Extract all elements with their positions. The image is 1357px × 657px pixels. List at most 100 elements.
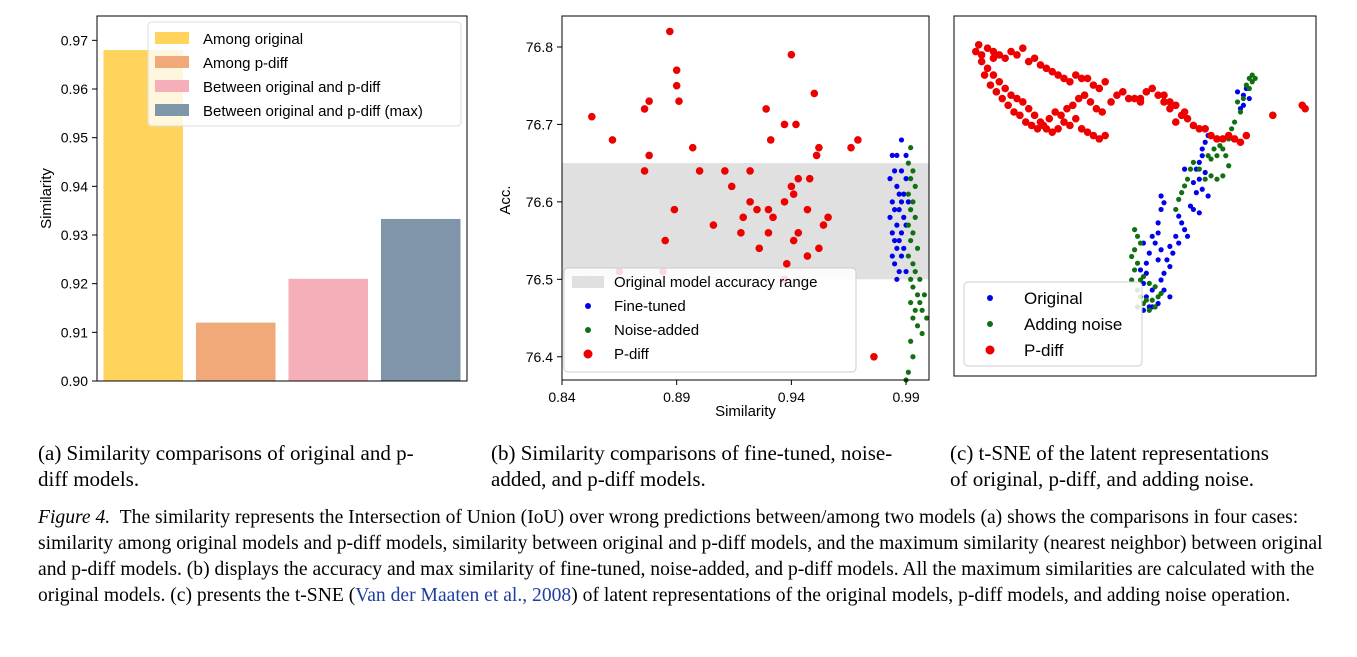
point-fine-tuned: [905, 199, 911, 205]
point-p-diff: [812, 151, 821, 160]
point-p-diff: [721, 167, 729, 175]
point-p-diff: [815, 143, 823, 152]
point-p-diff: [1060, 118, 1068, 126]
point-original: [1161, 287, 1167, 293]
point-fine-tuned: [894, 276, 900, 282]
legend-box-a: [147, 21, 462, 127]
point-adding-noise: [1229, 126, 1235, 132]
point-p-diff: [1024, 57, 1033, 66]
point-p-diff: [1019, 44, 1027, 52]
caption-citation-link[interactable]: Van der Maaten et al., 2008: [355, 585, 572, 606]
point-noise-added: [905, 160, 911, 166]
point-p-diff: [1148, 84, 1157, 93]
legend-marker: [585, 327, 591, 333]
point-original: [1167, 263, 1173, 270]
point-original: [1190, 179, 1197, 186]
point-original: [1149, 287, 1155, 293]
point-adding-noise: [1217, 143, 1223, 149]
point-noise-added: [912, 307, 918, 313]
accuracy-range-band: [562, 163, 929, 280]
point-adding-noise: [1187, 166, 1194, 172]
point-fine-tuned: [901, 191, 907, 197]
bar-2: [195, 322, 276, 381]
point-p-diff: [739, 213, 748, 222]
point-noise-added: [914, 292, 921, 298]
point-p-diff: [780, 120, 789, 129]
point-p-diff: [1063, 104, 1071, 113]
subcaption-b: (b) Similarity comparisons of fine-tuned…: [491, 440, 951, 492]
point-p-diff: [1083, 74, 1092, 83]
point-original: [1196, 176, 1202, 182]
point-adding-noise: [1158, 290, 1164, 297]
point-fine-tuned: [894, 222, 900, 228]
point-p-diff: [1066, 121, 1074, 130]
point-noise-added: [905, 369, 911, 375]
point-p-diff: [1021, 118, 1030, 126]
point-adding-noise: [1179, 190, 1185, 196]
ytick-label: 0.93: [61, 227, 88, 243]
point-p-diff: [764, 229, 773, 237]
point-adding-noise: [1131, 267, 1138, 273]
point-p-diff: [1007, 91, 1015, 99]
point-p-diff: [971, 47, 980, 56]
point-p-diff: [983, 64, 992, 73]
point-p-diff: [1154, 91, 1162, 99]
point-noise-added: [908, 276, 914, 282]
point-original: [1193, 190, 1199, 196]
legend-swatch: [155, 32, 189, 44]
point-p-diff: [1086, 98, 1095, 106]
point-original: [1158, 277, 1164, 283]
point-adding-noise: [1234, 99, 1241, 105]
point-adding-noise: [1155, 294, 1161, 300]
point-p-diff: [803, 252, 812, 260]
point-original: [1240, 102, 1247, 108]
point-p-diff: [762, 105, 770, 113]
point-p-diff: [1060, 74, 1068, 83]
point-adding-noise: [1176, 196, 1182, 202]
point-p-diff: [1027, 121, 1036, 130]
point-original: [1158, 206, 1164, 213]
point-adding-noise: [1146, 280, 1152, 286]
point-p-diff: [1207, 131, 1215, 140]
point-original: [1152, 240, 1158, 246]
point-original: [1164, 257, 1170, 263]
point-p-diff: [995, 51, 1004, 59]
point-noise-added: [908, 338, 914, 344]
xtick-label: 0.84: [548, 389, 575, 405]
point-p-diff: [1013, 94, 1021, 103]
point-noise-added: [914, 245, 921, 251]
point-original: [1170, 250, 1176, 256]
point-p-diff: [1036, 61, 1045, 69]
point-p-diff: [1048, 128, 1057, 136]
point-adding-noise: [1146, 307, 1152, 313]
legend-label: Between original and p-diff: [203, 79, 381, 96]
point-noise-added: [917, 276, 923, 282]
point-p-diff: [746, 198, 754, 206]
point-p-diff: [670, 205, 679, 214]
legend-label: Adding noise: [1024, 315, 1122, 334]
point-noise-added: [912, 214, 918, 220]
point-adding-noise: [1226, 163, 1232, 169]
point-p-diff: [1171, 118, 1180, 126]
point-adding-noise: [1184, 176, 1191, 182]
ytick-label: 76.4: [526, 349, 553, 365]
point-p-diff: [695, 167, 704, 175]
point-fine-tuned: [896, 268, 902, 275]
point-p-diff: [989, 47, 998, 56]
point-p-diff: [1074, 94, 1083, 103]
point-noise-added: [908, 299, 914, 306]
point-adding-noise: [1208, 156, 1214, 162]
point-noise-added: [905, 253, 911, 259]
point-original: [1181, 227, 1188, 233]
point-p-diff: [709, 221, 718, 229]
point-adding-noise: [1143, 297, 1149, 303]
point-adding-noise: [1240, 95, 1247, 102]
point-p-diff: [1016, 111, 1024, 120]
point-fine-tuned: [898, 199, 905, 205]
y-axis-label: Acc.: [497, 185, 514, 214]
point-p-diff: [688, 143, 697, 152]
point-adding-noise: [1202, 176, 1208, 182]
xtick-label: 0.99: [892, 389, 919, 405]
point-p-diff: [989, 54, 998, 63]
legend-label: Original model accuracy range: [614, 274, 817, 291]
